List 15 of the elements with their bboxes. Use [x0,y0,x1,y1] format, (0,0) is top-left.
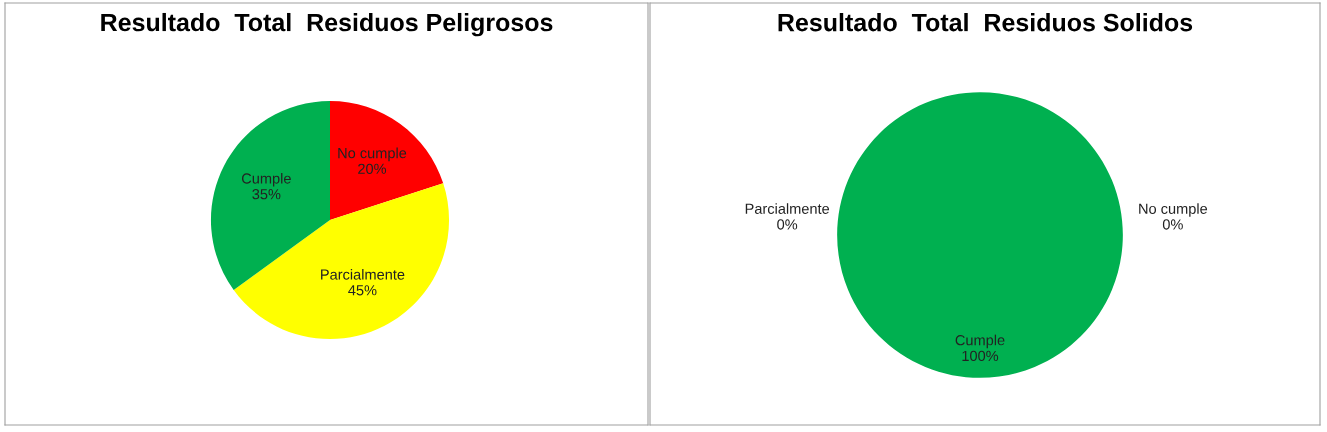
data-label: 35% [252,189,281,200]
chart-title: Resultado Total Residuos Peligrosos [101,12,553,37]
text: 0% [1162,219,1183,230]
pie-slice [330,100,444,220]
slice-label: Parcialmente [321,268,405,280]
category-label: Parcialmente [745,203,830,214]
text: 0% [777,219,798,230]
slice-label: No cumple [338,147,407,162]
slice-label: Cumple [955,334,1005,349]
chart-title: Resultado Total Residuos Solidos [778,13,1193,32]
data-label: 100% [962,350,999,362]
data-label: 20% [358,163,387,174]
category-label: No cumple [1139,203,1208,217]
data-label: 45% [348,285,377,296]
slice-label: Cumple [241,172,291,187]
